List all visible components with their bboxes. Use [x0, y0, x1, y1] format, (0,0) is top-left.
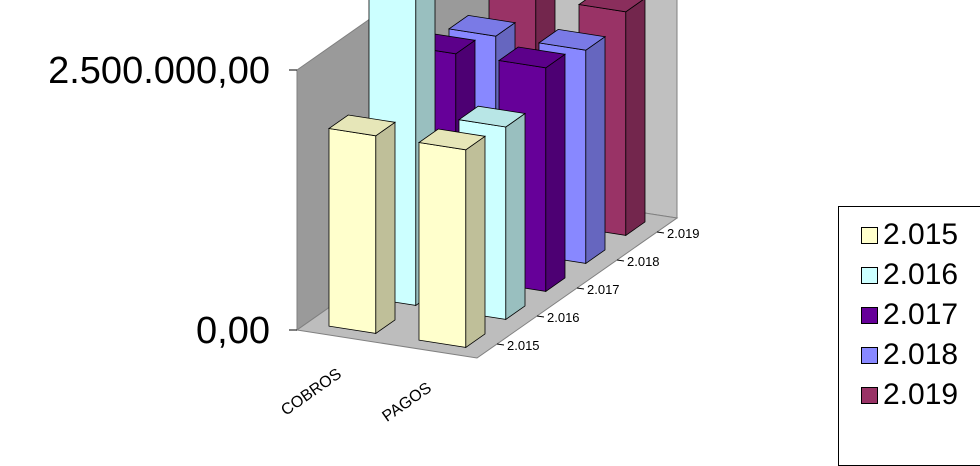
- depth-tick: [496, 343, 505, 346]
- bar-top-face: [537, 28, 607, 51]
- bar-top-face: [447, 14, 517, 37]
- legend-swatch-2015: [861, 226, 878, 244]
- bar-top-face: [577, 0, 644, 13]
- legend-swatch-2019: [861, 386, 878, 404]
- bar-front-face: [328, 128, 377, 334]
- depth-tick: [576, 287, 585, 290]
- legend-swatch-2016: [861, 266, 878, 284]
- depth-tick-label: 2.015: [507, 338, 540, 353]
- bar-top-face: [457, 105, 527, 128]
- legend-item-2017: 2.017: [861, 295, 958, 335]
- bar-pagos-2015: [417, 128, 487, 349]
- bar-side-face: [545, 53, 566, 293]
- depth-tick-label: 2.016: [547, 310, 580, 325]
- bar-cobros-2015: [327, 114, 397, 335]
- bar-side-face: [465, 135, 486, 349]
- legend-label-2016: 2.016: [883, 258, 959, 291]
- chart-legend: 2.015 2.016 2.017 2.018 2.019: [838, 206, 980, 466]
- legend-item-2015: 2.015: [861, 215, 958, 255]
- bar-top-face: [497, 46, 567, 69]
- legend-swatch-2018: [861, 346, 878, 364]
- legend-swatch-2017: [861, 306, 878, 324]
- depth-tick-label: 2.018: [627, 254, 660, 269]
- bar-side-face: [585, 35, 606, 265]
- bar-side-face: [505, 112, 526, 321]
- bar-top-face: [417, 128, 487, 151]
- y-tick-label: 2.500.000,00: [48, 50, 270, 92]
- depth-tick: [536, 315, 545, 318]
- category-label-cobros: COBROS: [278, 366, 345, 420]
- legend-label-2018: 2.018: [883, 338, 959, 371]
- chart-bars: [327, 0, 646, 349]
- depth-tick-label: 2.019: [667, 226, 700, 241]
- bar-top-face: [327, 114, 397, 137]
- y-tick-label: 0,00: [196, 310, 270, 352]
- category-label-pagos: PAGOS: [379, 380, 434, 426]
- bar-side-face: [375, 121, 396, 335]
- depth-tick: [656, 231, 665, 234]
- legend-label-2015: 2.015: [883, 218, 959, 251]
- legend-item-2019: 2.019: [861, 375, 958, 415]
- bar-front-face: [418, 142, 467, 348]
- depth-tick-label: 2.017: [587, 282, 620, 297]
- chart-canvas: 0,00 2.500.000,00 COBROS PAGOS 2.015 2.016 2.0…: [48, 0, 700, 426]
- depth-tick: [616, 259, 625, 262]
- legend-item-2018: 2.018: [861, 335, 958, 375]
- legend-item-2016: 2.016: [861, 255, 958, 295]
- legend-label-2019: 2.019: [883, 378, 959, 411]
- bar-side-face: [625, 0, 646, 237]
- legend-label-2017: 2.017: [883, 298, 959, 331]
